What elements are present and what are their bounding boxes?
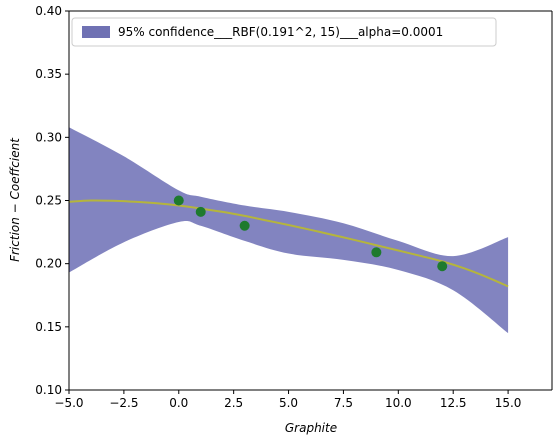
legend-box (71, 17, 497, 47)
legend-patch (82, 26, 110, 38)
x-tick-label: 15.0 (495, 396, 522, 410)
x-tick-label: 12.5 (440, 396, 467, 410)
confidence-band (69, 127, 509, 334)
y-tick-label: 0.15 (35, 320, 62, 334)
x-tick-label: 10.0 (385, 396, 412, 410)
data-point (239, 220, 250, 231)
x-tick-label: 5.0 (279, 396, 298, 410)
y-tick-label: 0.20 (35, 257, 62, 271)
mean-prediction-line (68, 199, 509, 288)
legend: 95% confidence___RBF(0.191^2, 15)___alph… (71, 17, 497, 47)
plot-area (68, 127, 509, 334)
data-point (195, 206, 206, 217)
x-tick-label: 7.5 (334, 396, 353, 410)
x-tick-label: 0.0 (169, 396, 188, 410)
y-tick-label: 0.10 (35, 383, 62, 397)
data-point (437, 261, 448, 272)
data-point (173, 195, 184, 206)
x-axis-label: Graphite (285, 421, 337, 435)
legend-entry: 95% confidence___RBF(0.191^2, 15)___alph… (118, 25, 443, 39)
x-tick-label: −2.5 (109, 396, 138, 410)
y-tick-label: 0.40 (35, 4, 62, 18)
data-point (371, 247, 382, 258)
y-tick-label: 0.35 (35, 67, 62, 81)
x-tick-label: 2.5 (224, 396, 243, 410)
axes: −5.0 −2.5 0.0 2.5 5.0 7.5 10.0 12.5 15.0 0.10 0.15… (35, 4, 553, 410)
y-tick-label: 0.30 (35, 130, 62, 144)
y-tick-label: 0.25 (35, 194, 62, 208)
x-tick-label: −5.0 (54, 396, 83, 410)
y-axis-label: Friction − Coeffcient (8, 137, 22, 262)
